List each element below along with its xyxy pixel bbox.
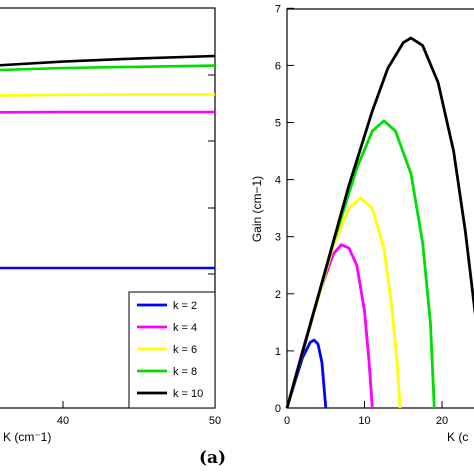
right-y-tick-label: 5	[275, 118, 281, 130]
left-panel: 304050 k = 2k = 4k = 6k = 8k = 10 K (cm⁻…	[0, 7, 221, 444]
right-y-tick-label: 2	[275, 289, 281, 301]
series-line-k-4	[0, 110, 215, 114]
right-x-tick-label: 20	[436, 415, 448, 427]
gain-curve-k-6	[285, 196, 402, 409]
right-y-tick-label: 0	[275, 403, 281, 415]
legend-items: k = 2 k = 4 k = 6 k = 8 k = 10	[137, 300, 203, 400]
right-series-lines	[285, 36, 474, 409]
right-plot-frame	[286, 8, 474, 409]
right-x-tick-label: 0	[284, 415, 290, 427]
right-y-tick-label: 6	[275, 60, 281, 72]
legend-label: k = 6	[173, 344, 197, 356]
right-x-ticks: 0 10 20	[284, 401, 448, 427]
right-y-tick-label: 1	[275, 346, 281, 358]
right-panel: 0 1 2 3 4 5 6 7 0 10 20 Gain (cm−1) K (c	[250, 3, 474, 444]
left-x-axis-label: K (cm⁻1)	[3, 430, 51, 444]
series-line-k-10	[0, 54, 216, 67]
gain-curve-k-10	[285, 36, 474, 409]
legend-label: k = 4	[173, 322, 197, 334]
right-y-tick-label: 3	[275, 232, 281, 244]
left-series-lines	[0, 54, 216, 270]
gain-curve-k-8	[285, 119, 436, 409]
legend-label: k = 2	[173, 300, 197, 312]
panel-label: (a)	[199, 448, 226, 468]
gain-curve-k-2	[285, 338, 328, 409]
right-y-ticks: 0 1 2 3 4 5 6 7	[275, 3, 294, 415]
right-x-axis-label: K (c	[447, 430, 468, 444]
left-y-ticks	[208, 7, 215, 342]
gain-curve-k-4	[285, 243, 374, 409]
right-x-tick-label: 10	[358, 415, 370, 427]
legend-label: k = 10	[173, 388, 203, 400]
right-y-tick-label: 4	[275, 175, 281, 187]
legend: k = 2 k = 4 k = 6 k = 8 k = 10	[128, 291, 216, 409]
right-y-axis-label: Gain (cm−1)	[250, 176, 264, 242]
series-line-k-6	[0, 93, 215, 97]
series-line-k-8	[0, 64, 216, 72]
left-x-tick-label: 40	[57, 415, 69, 427]
left-x-tick-label: 50	[209, 415, 221, 427]
right-y-tick-label: 7	[275, 3, 281, 15]
legend-label: k = 8	[173, 366, 197, 378]
